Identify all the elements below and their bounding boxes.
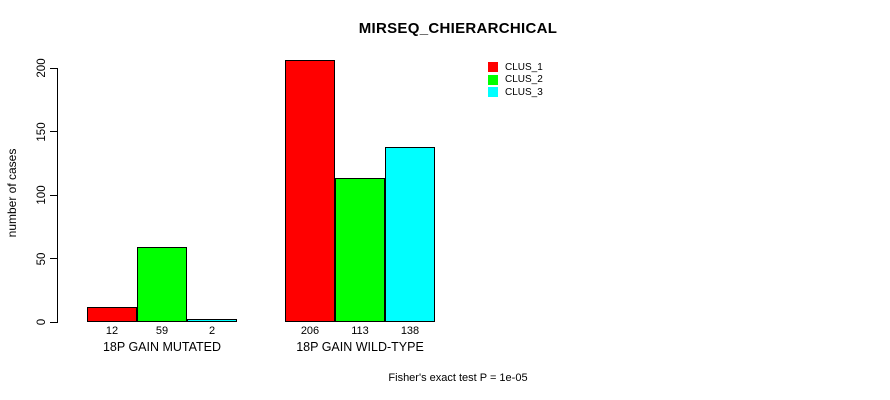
bar-value-label-clus-2-18p-gain-wild-type: 113	[351, 325, 369, 337]
bar-clus-2-18p-gain-wild-type	[335, 178, 385, 322]
bar-clus-3-18p-gain-mutated	[187, 319, 237, 322]
bar-clus-1-18p-gain-mutated	[87, 307, 137, 322]
bar-value-label-clus-3-18p-gain-mutated: 2	[208, 325, 216, 337]
legend-row-clus-2: CLUS_2	[488, 74, 543, 87]
x-group-label-18p-gain-mutated: 18P GAIN MUTATED	[102, 340, 222, 354]
y-axis-line	[57, 68, 58, 323]
y-tick-label-200: 200	[36, 58, 48, 78]
y-tick-label-50: 50	[36, 252, 48, 265]
legend-swatch-clus-3	[488, 87, 498, 98]
x-group-label-18p-gain-wild-type: 18P GAIN WILD-TYPE	[296, 340, 424, 354]
legend-label-clus-2: CLUS_2	[505, 74, 543, 86]
y-tick-200	[50, 67, 57, 69]
bar-value-label-clus-1-18p-gain-mutated: 12	[105, 325, 119, 337]
legend-label-clus-3: CLUS_3	[505, 86, 543, 98]
y-tick-150	[50, 131, 57, 132]
y-tick-label-100: 100	[36, 185, 48, 205]
legend-label-clus-1: CLUS_1	[505, 61, 543, 73]
annotation-text: Fisher's exact test P = 1e-05	[388, 372, 528, 384]
bar-value-label-clus-1-18p-gain-wild-type: 206	[300, 325, 320, 337]
bar-value-label-clus-2-18p-gain-mutated: 59	[155, 325, 169, 337]
y-axis-label: number of cases	[5, 148, 19, 238]
y-tick-label-0: 0	[36, 318, 48, 326]
bar-clus-1-18p-gain-wild-type	[285, 60, 335, 322]
legend: CLUS_1 CLUS_2 CLUS_3	[488, 61, 543, 99]
chart-title: MIRSEQ_CHIERARCHICAL	[358, 20, 558, 37]
y-tick-50	[50, 258, 57, 259]
legend-swatch-clus-2	[488, 74, 498, 85]
legend-swatch-clus-1	[488, 62, 498, 73]
bar-clus-3-18p-gain-wild-type	[385, 147, 435, 322]
y-tick-0	[50, 321, 57, 323]
bar-clus-2-18p-gain-mutated	[137, 247, 187, 322]
legend-row-clus-1: CLUS_1	[488, 61, 543, 74]
bar-value-label-clus-3-18p-gain-wild-type: 138	[400, 325, 420, 337]
y-tick-label-150: 150	[36, 121, 48, 142]
y-tick-100	[50, 194, 57, 196]
legend-row-clus-3: CLUS_3	[488, 86, 543, 99]
